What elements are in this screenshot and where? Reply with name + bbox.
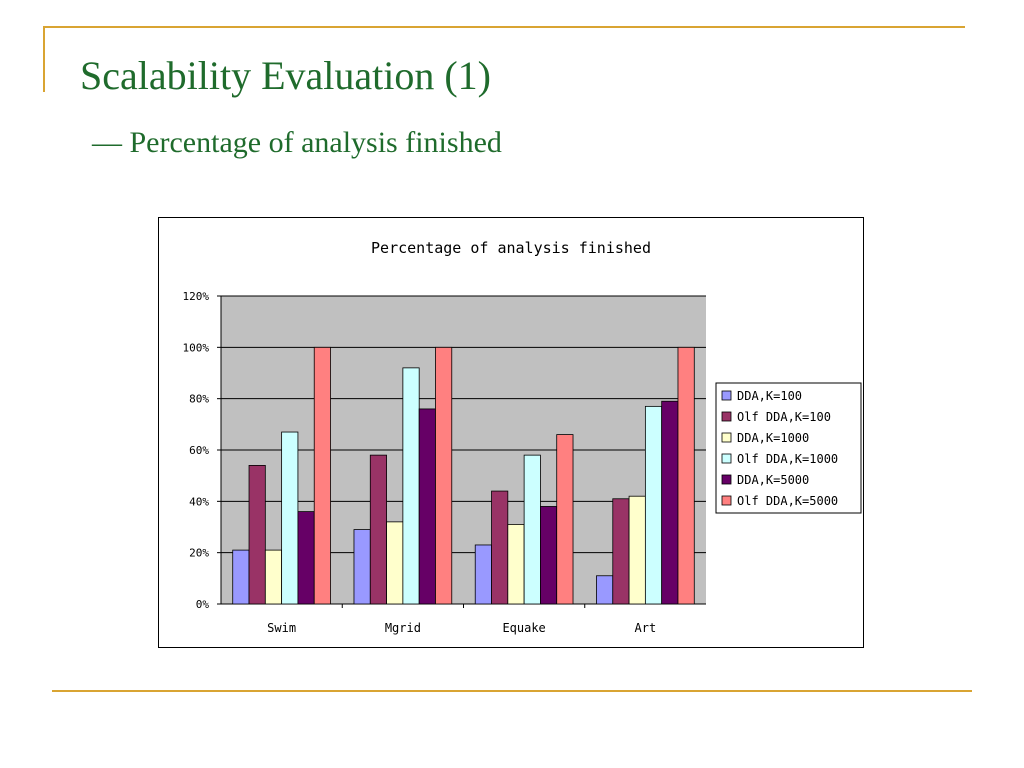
accent-vertical-line xyxy=(43,26,45,92)
bar xyxy=(264,549,283,605)
bar xyxy=(661,400,679,605)
chart-frame: Percentage of analysis finished 0% 20% 40%… xyxy=(158,217,864,648)
slide-subtitle: — Percentage of analysis finished xyxy=(92,126,502,159)
legend-label: Olf DDA,K=100 xyxy=(737,410,831,424)
bar xyxy=(248,464,266,605)
legend-label: Olf DDA,K=5000 xyxy=(737,494,838,508)
legend-swatch xyxy=(721,411,732,422)
chart-title: Percentage of analysis finished xyxy=(371,239,651,257)
bar xyxy=(402,367,420,605)
bar xyxy=(644,405,663,605)
slide-title: Scalability Evaluation (1) xyxy=(80,53,491,98)
bar xyxy=(556,434,574,605)
y-tick-label: 20% xyxy=(189,547,209,560)
legend-swatch xyxy=(721,432,732,443)
legend-label: DDA,K=100 xyxy=(737,389,802,403)
legend-swatch xyxy=(721,495,732,506)
bar xyxy=(507,524,525,605)
bar xyxy=(297,511,315,605)
y-tick-label: 80% xyxy=(189,393,209,406)
legend-swatch xyxy=(721,390,732,401)
bar xyxy=(677,346,695,605)
bar xyxy=(369,454,387,605)
bar xyxy=(418,408,436,605)
legend-swatch xyxy=(721,474,732,485)
y-tick-label: 0% xyxy=(196,598,210,611)
bar xyxy=(540,506,558,605)
y-tick-label: 100% xyxy=(183,341,210,354)
x-tick-label: Mgrid xyxy=(385,621,421,635)
legend-swatch xyxy=(721,453,732,464)
bar xyxy=(386,521,404,605)
legend-box xyxy=(715,382,862,514)
legend-label: Olf DDA,K=1000 xyxy=(737,452,838,466)
y-tick-label: 120% xyxy=(183,290,210,303)
bar xyxy=(313,346,331,605)
legend-label: DDA,K=1000 xyxy=(737,431,809,445)
x-tick-label: Equake xyxy=(502,621,545,635)
bar xyxy=(628,495,646,605)
chart-legend: DDA,K=100 Olf DDA,K=100 DDA,K=1000 Olf DDA,… xyxy=(715,382,862,514)
bar xyxy=(435,346,453,605)
legend-label: DDA,K=5000 xyxy=(737,473,809,487)
bar xyxy=(596,575,614,605)
bar xyxy=(232,549,250,605)
bar xyxy=(491,490,509,605)
bar xyxy=(612,498,630,605)
y-tick-label: 60% xyxy=(189,444,209,457)
x-tick-label: Swim xyxy=(267,621,296,635)
bar xyxy=(474,544,492,605)
accent-top-rule xyxy=(43,26,965,28)
y-tick-label: 40% xyxy=(189,495,209,508)
bar xyxy=(523,454,541,605)
bar xyxy=(353,529,371,605)
plot-area: 0% 20% 40% 60% 80% 100% 120% Swim Mgrid Equake Art xyxy=(183,290,706,635)
bar xyxy=(281,431,299,605)
x-tick-label: Art xyxy=(635,621,657,635)
bar-chart: Percentage of analysis finished 0% 20% 40%… xyxy=(183,239,862,635)
accent-bottom-rule xyxy=(52,690,972,692)
